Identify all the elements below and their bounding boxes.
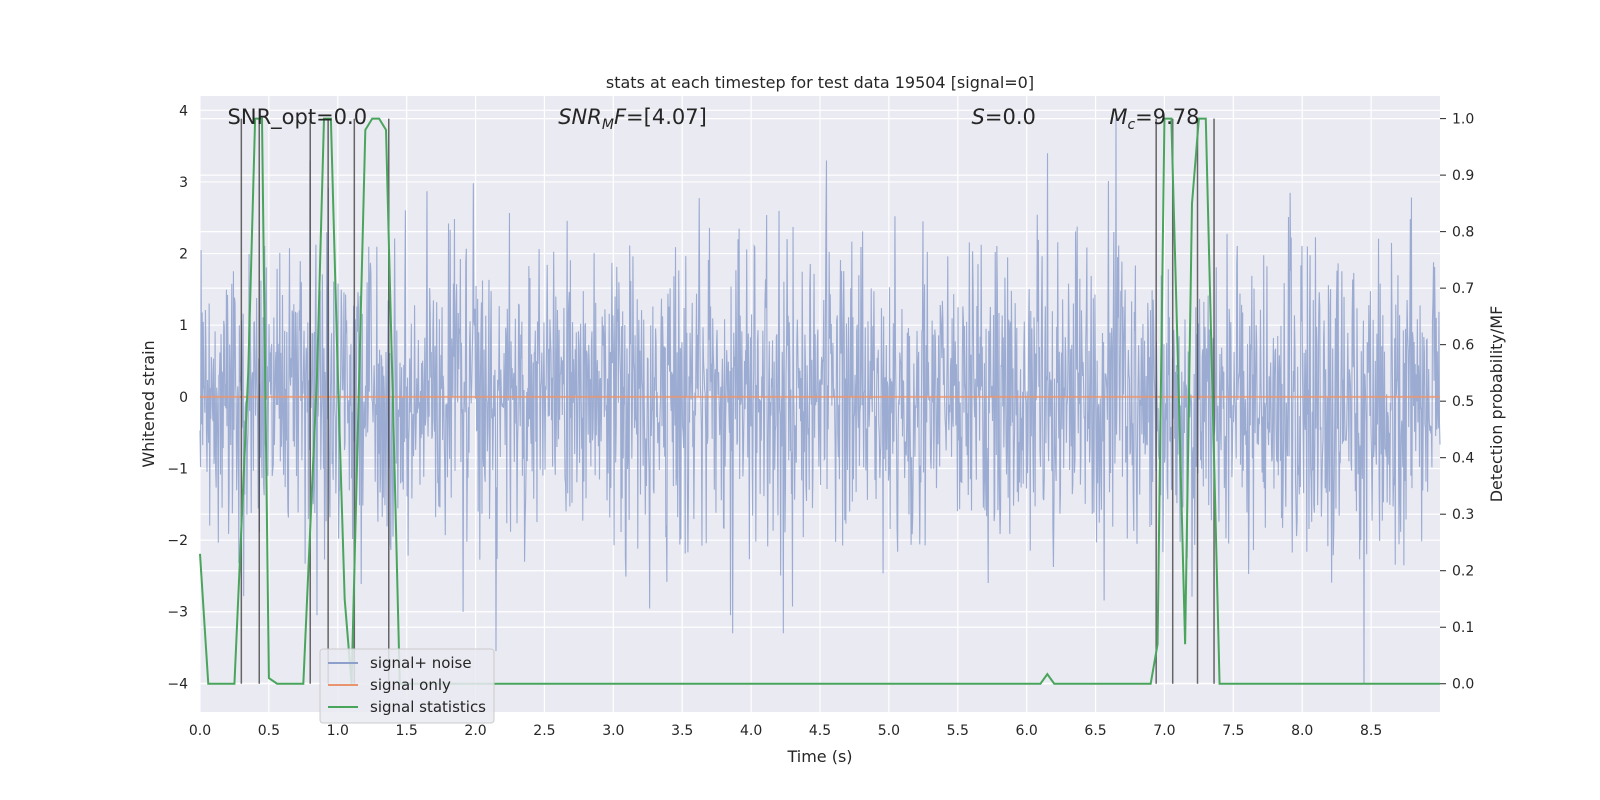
x-tick-label: 8.0: [1291, 723, 1313, 739]
y-axis-ticks: −4 −3 −2 −1 0 1 2 3 4: [167, 103, 188, 692]
legend: signal+ noise signal only signal statist…: [319, 648, 495, 724]
x-axis-label: Time (s): [786, 747, 852, 766]
x-tick-label: 2.5: [533, 723, 555, 739]
x-tick-label: 5.0: [878, 723, 900, 739]
x-tick-label: 7.5: [1222, 723, 1244, 739]
annotation-0: SNR_opt=0.0: [228, 105, 368, 130]
right-tick-label: 1.0: [1452, 112, 1474, 128]
right-axis-ticks: 0.0 0.1 0.2 0.3 0.4 0.5 0.6 0.7 0.8 0.9 1.0: [1440, 112, 1474, 693]
y-tick-label: 3: [179, 175, 188, 191]
right-tick-label: 0.2: [1452, 564, 1474, 580]
y-tick-label: 2: [179, 247, 188, 263]
x-tick-label: 8.5: [1360, 723, 1382, 739]
right-tick-label: 0.0: [1452, 677, 1474, 693]
annotation-1: SNRMF=[4.07]: [558, 105, 707, 133]
right-tick-label: 0.3: [1452, 507, 1474, 523]
right-tick-label: 0.4: [1452, 451, 1474, 467]
y-tick-label: 4: [179, 103, 188, 119]
right-axis-label: Detection probability/MF: [1487, 306, 1506, 503]
x-tick-label: 3.5: [671, 723, 693, 739]
x-tick-label: 3.0: [602, 723, 624, 739]
noise-series: [199, 117, 1441, 684]
y-tick-label: 0: [179, 390, 188, 406]
x-tick-label: 4.0: [740, 723, 762, 739]
x-tick-label: 2.0: [464, 723, 486, 739]
legend-box: [319, 648, 495, 724]
vertical-markers: [240, 118, 1215, 684]
noise-line: [199, 117, 1441, 684]
legend-label-noise: signal+ noise: [370, 654, 472, 672]
x-tick-label: 6.0: [1016, 723, 1038, 739]
y-tick-label: −4: [167, 676, 188, 692]
right-tick-label: 0.1: [1452, 620, 1474, 636]
legend-label-signal: signal only: [370, 676, 451, 694]
right-tick-label: 0.7: [1452, 281, 1474, 297]
x-tick-label: 7.0: [1153, 723, 1175, 739]
x-tick-label: 1.0: [327, 723, 349, 739]
x-tick-label: 1.5: [396, 723, 418, 739]
legend-label-statistics: signal statistics: [370, 698, 486, 716]
x-tick-label: 0.0: [189, 723, 211, 739]
right-tick-label: 0.5: [1452, 394, 1474, 410]
right-tick-label: 0.8: [1452, 225, 1474, 241]
annotations: SNR_opt=0.0 SNRMF=[4.07] S=0.0 Mc=9.78: [228, 105, 1200, 133]
annotation-3: Mc=9.78: [1109, 105, 1199, 133]
y-axis-label: Whitened strain: [139, 340, 158, 467]
y-tick-label: −3: [167, 605, 188, 621]
right-tick-label: 0.6: [1452, 338, 1474, 354]
x-tick-label: 4.5: [809, 723, 831, 739]
x-tick-label: 0.5: [258, 723, 280, 739]
y-tick-label: −1: [167, 461, 188, 477]
x-axis-ticks: 0.0 0.5 1.0 1.5 2.0 2.5 3.0 3.5 4.0 4.5 5.0 5.5 6.0 6…: [189, 723, 1382, 739]
right-tick-label: 0.9: [1452, 168, 1474, 184]
y-tick-label: −2: [167, 533, 188, 549]
chart-title: stats at each timestep for test data 195…: [606, 73, 1034, 92]
y-tick-label: 1: [179, 318, 188, 334]
annotation-2: S=0.0: [972, 105, 1036, 129]
x-tick-label: 5.5: [947, 723, 969, 739]
x-tick-label: 6.5: [1084, 723, 1106, 739]
